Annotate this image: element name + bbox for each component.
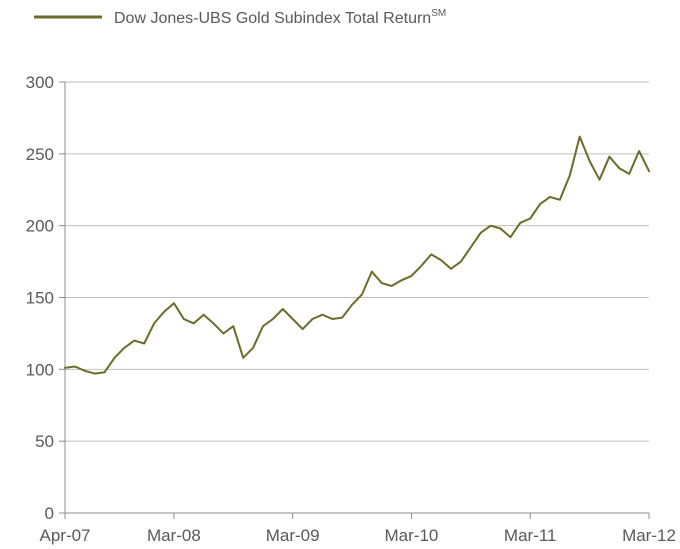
legend: Dow Jones-UBS Gold Subindex Total Return… <box>34 8 446 27</box>
legend-series-superscript: SM <box>431 8 446 19</box>
y-tick-label: 150 <box>26 289 54 308</box>
x-tick-label: Mar-11 <box>504 526 557 545</box>
x-tick-label: Mar-09 <box>266 526 320 545</box>
y-tick-label: 50 <box>35 432 54 451</box>
y-tick-label: 300 <box>26 73 54 92</box>
y-tick-label: 200 <box>26 217 54 236</box>
legend-label: Dow Jones-UBS Gold Subindex Total Return… <box>114 8 446 27</box>
x-tick-label: Mar-10 <box>385 526 439 545</box>
series-layer <box>64 135 650 375</box>
x-axis-ticks: Apr-07 Mar-08 Mar-09 Mar-10 Mar-11 Mar-12 <box>39 513 676 545</box>
y-tick-label: 100 <box>26 360 54 379</box>
x-tick-label: Mar-12 <box>622 526 676 545</box>
y-tick-label: 0 <box>45 504 54 523</box>
y-tick-label: 250 <box>26 145 54 164</box>
x-tick-label: Apr-07 <box>39 526 90 545</box>
gridlines <box>65 81 649 442</box>
x-tick-label: Mar-08 <box>147 526 201 545</box>
y-axis-ticks: 0 50 100 150 200 250 300 <box>26 73 65 523</box>
series-line <box>64 135 650 375</box>
legend-series-name: Dow Jones-UBS Gold Subindex Total Return <box>114 10 431 27</box>
